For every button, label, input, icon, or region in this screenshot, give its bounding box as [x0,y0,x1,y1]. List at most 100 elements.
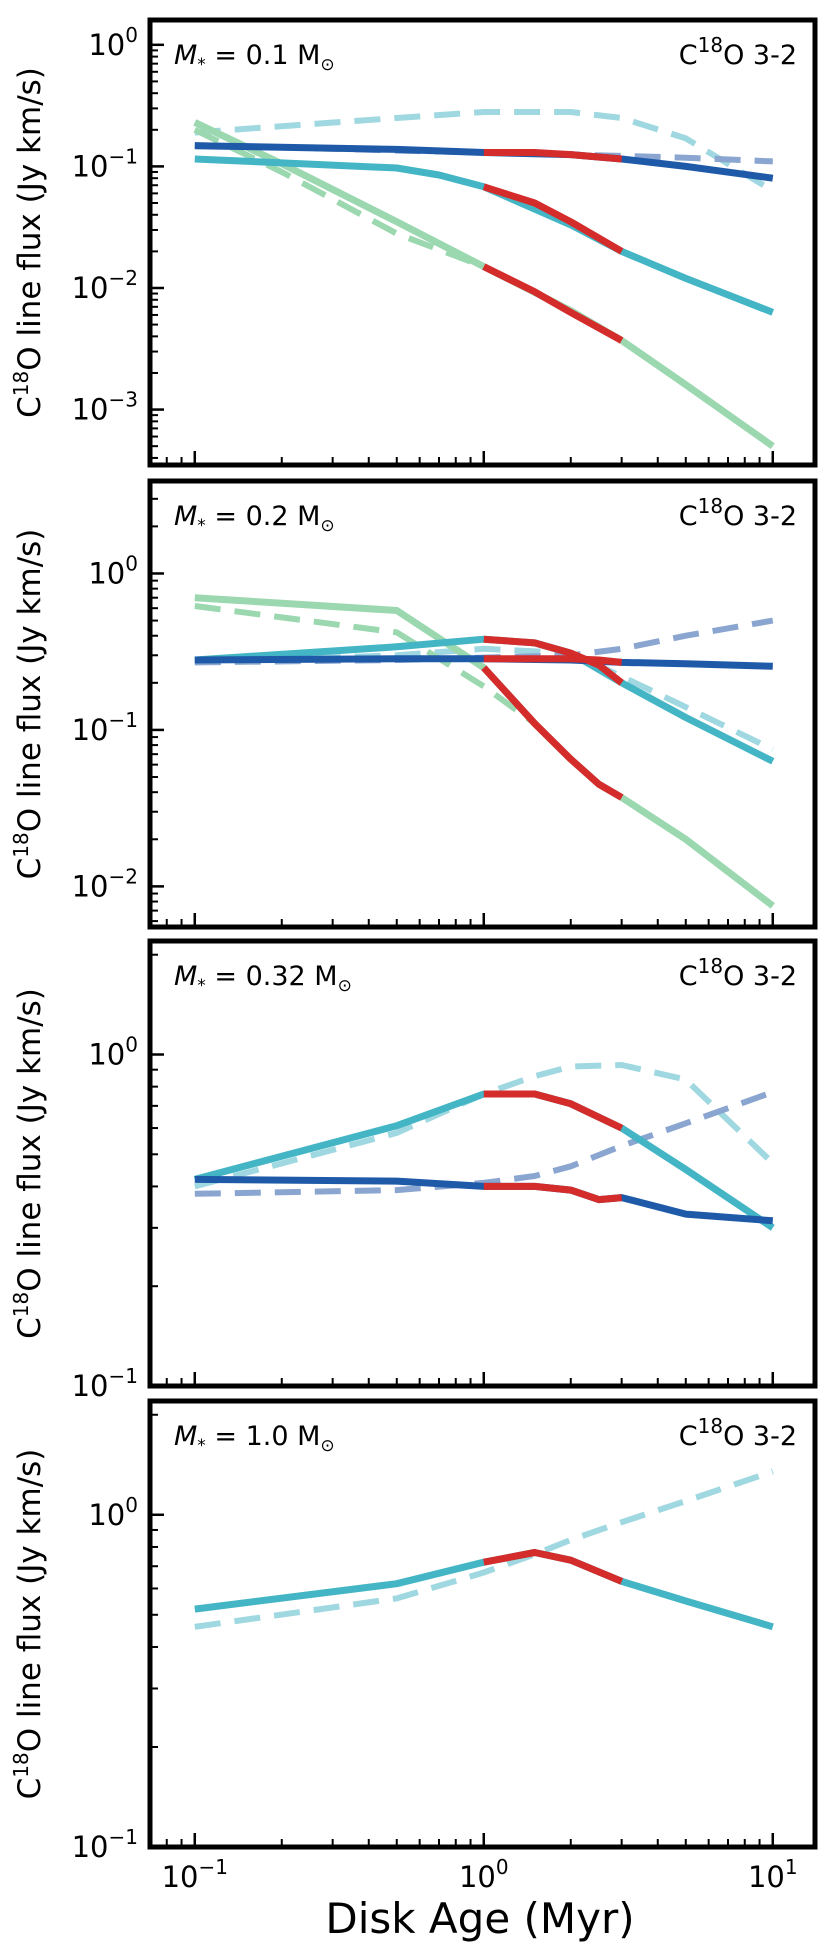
tick-base: 10 [72,713,109,747]
annotation-subscript: * [197,976,206,996]
ylabel-part: C [12,858,48,880]
line-label-superscript: 18 [698,954,723,978]
line-label-part: C [679,1421,698,1452]
annotation-subscript: * [197,55,206,75]
series-line-red-a [483,635,624,686]
annotation-symbol: M [174,1421,197,1452]
line-label: C18O 3-2 [679,954,797,992]
annotation-unit-subscript: ⊙ [320,55,334,75]
line-label-part: C [679,501,698,532]
annotation-symbol: M [174,961,197,992]
series-line-light-teal-dashed [194,109,775,194]
tick-base: 10 [72,1830,109,1864]
tick-base: 10 [88,28,125,62]
line-label-part: C [679,961,698,992]
y-axis-label: C18O line flux (Jy km/s) [9,1449,48,1800]
tick-exponent: −2 [109,864,138,888]
series-line-red-b [483,655,623,666]
annotation-value: = 0.2 M [206,501,321,532]
tick-exponent: −2 [109,266,138,290]
y-tick-label: 10−2 [72,266,138,305]
y-tick-label: 10−3 [72,388,138,427]
annotation-value: = 0.1 M [206,40,321,71]
y-tick-label: 10−1 [72,708,138,747]
ylabel-part: O line flux (Jy km/s) [12,1449,48,1753]
line-label-part: O 3-2 [723,961,797,992]
tick-base: 10 [459,1860,496,1894]
line-label-superscript: 18 [698,494,723,518]
series-group [194,1468,774,1631]
line-label-part: O 3-2 [723,40,797,71]
x-axis-tick-labels: 10−1 100 101 [162,1855,798,1894]
annotation-unit-subscript: ⊙ [320,1436,334,1456]
line-label-part: O 3-2 [723,501,797,532]
tick-exponent: −1 [109,708,138,732]
series-line-red-c [482,263,624,344]
panel-frame [147,938,818,1389]
y-axis-label: C18O line flux (Jy km/s) [9,67,48,418]
tick-exponent: 1 [785,1855,798,1879]
series-line-red-b [482,183,624,255]
tick-exponent: 0 [125,1033,138,1057]
series-line-red-a [483,149,623,163]
tick-base: 10 [748,1860,785,1894]
y-tick-label: 10−1 [72,144,138,183]
tick-exponent: −1 [198,1855,227,1879]
ylabel-superscript: 18 [9,1292,33,1317]
annotation-value: = 1.0 M [206,1421,321,1452]
y-tick-label: 10−1 [72,1364,138,1403]
stellar-mass-annotation: M* = 0.32 M⊙ [174,961,352,996]
y-axis-label: C18O line flux (Jy km/s) [9,529,48,880]
tick-exponent: −3 [109,388,138,412]
tick-base: 10 [72,1369,109,1403]
series-group [193,109,775,450]
ylabel-superscript: 18 [9,832,33,857]
line-label-superscript: 18 [698,33,723,57]
series-line-teal [194,155,775,316]
tick-exponent: −1 [109,1825,138,1849]
tick-exponent: 0 [125,551,138,575]
tick-base: 10 [88,556,125,590]
line-label: C18O 3-2 [679,33,797,71]
y-tick-label: 10−1 [72,1825,138,1864]
ylabel-superscript: 18 [9,371,33,396]
line-label: C18O 3-2 [679,494,797,532]
x-tick-label: 100 [459,1855,509,1894]
tick-base: 10 [88,1038,125,1072]
annotation-unit-subscript: ⊙ [320,516,334,536]
y-tick-label: 100 [88,551,138,590]
ylabel-part: O line flux (Jy km/s) [12,529,48,833]
tick-base: 10 [88,1498,125,1532]
annotation-symbol: M [174,501,197,532]
tick-base: 10 [72,869,109,903]
annotation-value: = 0.32 M [206,961,338,992]
series-line-slate-blue-dashed [194,1089,774,1197]
x-tick-label: 10−1 [162,1855,228,1894]
annotation-symbol: M [174,40,197,71]
x-axis-label: Disk Age (Myr) [325,1894,634,1943]
stellar-mass-annotation: M* = 1.0 M⊙ [174,1421,335,1456]
y-tick-label: 100 [88,1493,138,1532]
annotation-subscript: * [197,1436,206,1456]
series-line-light-green-dashed [193,127,485,270]
series-line-light-teal-dashed [194,1468,774,1630]
tick-base: 10 [72,149,109,183]
panel-frame [147,478,818,930]
tick-exponent: 0 [125,1493,138,1517]
series-line-light-teal-dashed [194,1062,775,1190]
tick-exponent: 0 [125,23,138,47]
series-line-red-a [483,1090,624,1132]
stellar-mass-annotation: M* = 0.2 M⊙ [174,501,335,536]
tick-exponent: 0 [496,1855,509,1879]
stellar-mass-annotation: M* = 0.1 M⊙ [174,40,335,75]
x-tick-label: 101 [748,1855,798,1894]
tick-base: 10 [72,271,109,305]
line-label-part: C [679,40,698,71]
line-label: C18O 3-2 [679,1414,797,1452]
tick-base: 10 [162,1860,199,1894]
